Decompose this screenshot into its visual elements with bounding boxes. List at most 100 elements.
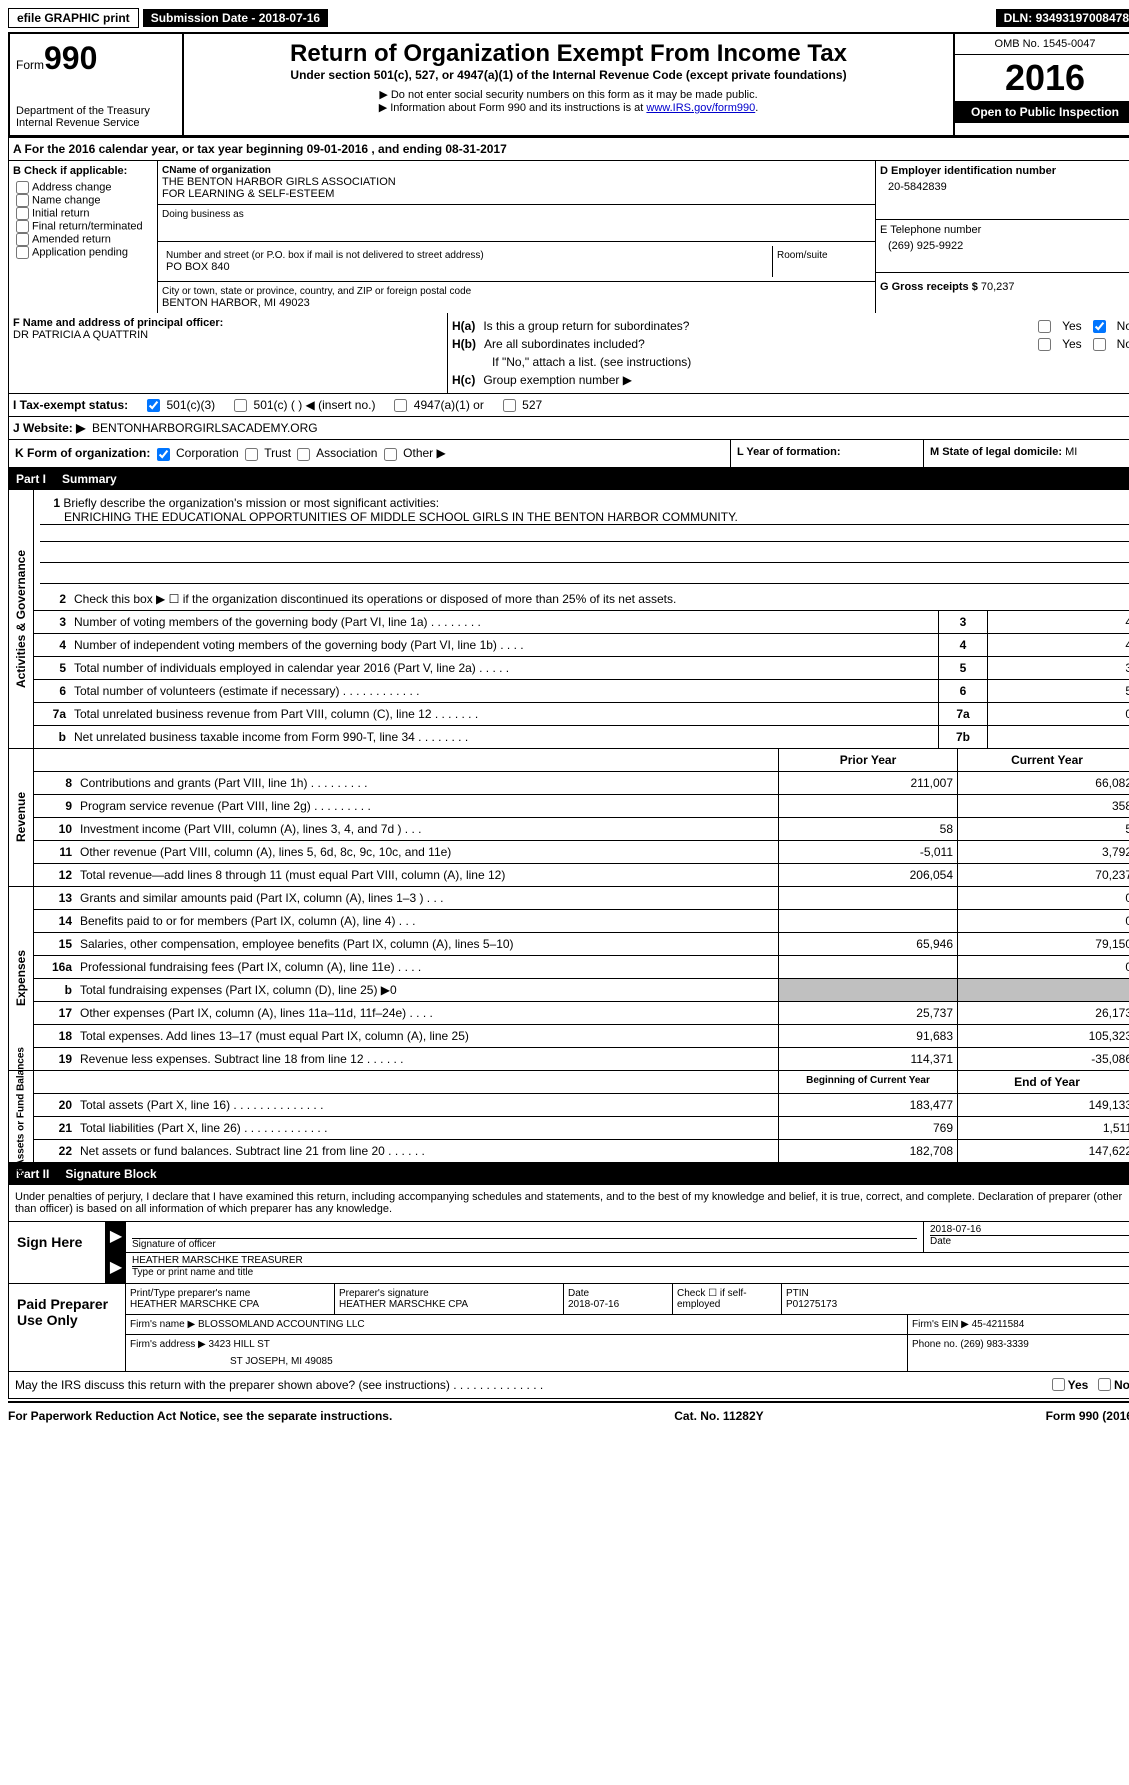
check-501c3[interactable]	[147, 399, 160, 412]
efile-label: efile GRAPHIC print	[8, 8, 139, 28]
sig-name-value: HEATHER MARSCHKE TREASURER	[132, 1255, 1129, 1267]
hb-note: If "No," attach a list. (see instruction…	[492, 355, 691, 369]
omb-number: OMB No. 1545-0047	[955, 34, 1129, 55]
mission-value: ENRICHING THE EDUCATIONAL OPPORTUNITIES …	[40, 510, 1129, 525]
website-value: BENTONHARBORGIRLSACADEMY.ORG	[92, 421, 318, 435]
irs-link[interactable]: www.IRS.gov/form990	[646, 102, 755, 114]
check-association[interactable]	[297, 448, 310, 461]
gross-receipts-value: 70,237	[981, 281, 1015, 293]
street-value: PO BOX 840	[166, 261, 768, 273]
org-name-1: THE BENTON HARBOR GIRLS ASSOCIATION	[162, 176, 871, 188]
part-1-header: Part I Summary	[8, 468, 1129, 490]
check-corporation[interactable]	[157, 448, 170, 461]
tab-net-assets: Net Assets or Fund Balances	[9, 1071, 34, 1162]
tab-governance: Activities & Governance	[9, 490, 34, 748]
officer-label: F Name and address of principal officer:	[13, 317, 443, 329]
ha-yes[interactable]	[1038, 320, 1051, 333]
ptin: P01275173	[786, 1299, 1129, 1310]
check-4947[interactable]	[394, 399, 407, 412]
mission-label: Briefly describe the organization's miss…	[63, 496, 439, 510]
section-m-label: M State of legal domicile:	[930, 446, 1065, 458]
org-name-2: FOR LEARNING & SELF-ESTEEM	[162, 188, 871, 200]
cat-no: Cat. No. 11282Y	[674, 1409, 763, 1423]
firm-ein: 45-4211584	[972, 1319, 1025, 1330]
hc-text: Group exemption number ▶	[483, 373, 632, 387]
signature-declaration: Under penalties of perjury, I declare th…	[8, 1185, 1129, 1222]
irs-label: Internal Revenue Service	[16, 117, 176, 129]
firm-address-2: ST JOSEPH, MI 49085	[130, 1350, 903, 1367]
check-address-change[interactable]	[16, 181, 29, 194]
dln: DLN: 93493197008478	[996, 9, 1129, 27]
hb-text: Are all subordinates included?	[484, 337, 1027, 351]
hb-yes[interactable]	[1038, 338, 1051, 351]
form-note-2: ▶ Information about Form 990 and its ins…	[190, 101, 947, 114]
part-2-header: Part II Signature Block	[8, 1163, 1129, 1185]
preparer-date: 2018-07-16	[568, 1299, 668, 1310]
section-l-label: L Year of formation:	[737, 446, 841, 458]
check-initial-return[interactable]	[16, 207, 29, 220]
col-beginning: Beginning of Current Year	[778, 1071, 957, 1093]
dept-treasury: Department of the Treasury	[16, 105, 176, 117]
arrow-icon: ▶	[106, 1222, 126, 1252]
check-amended-return[interactable]	[16, 233, 29, 246]
entity-grid: B Check if applicable: Address change Na…	[8, 161, 1129, 313]
ein-label: D Employer identification number	[880, 165, 1129, 177]
form-number: 990	[44, 40, 97, 76]
ein-value: 20-5842839	[880, 177, 1129, 193]
sig-date-label: Date	[930, 1236, 951, 1247]
org-name-label: CName of organization	[162, 165, 871, 176]
ha-no[interactable]	[1093, 320, 1106, 333]
self-employed-check: Check ☐ if self-employed	[673, 1284, 782, 1314]
firm-name: BLOSSOMLAND ACCOUNTING LLC	[198, 1319, 365, 1330]
discuss-text: May the IRS discuss this return with the…	[15, 1378, 1049, 1392]
sig-officer-label: Signature of officer	[132, 1239, 216, 1250]
check-name-change[interactable]	[16, 194, 29, 207]
top-bar: efile GRAPHIC print Submission Date - 20…	[8, 8, 1129, 28]
street-label: Number and street (or P.O. box if mail i…	[166, 250, 768, 261]
officer-name: DR PATRICIA A QUATTRIN	[13, 329, 443, 341]
check-501c[interactable]	[234, 399, 247, 412]
arrow-icon: ▶	[106, 1253, 126, 1283]
form-word: Form	[16, 58, 44, 72]
dba-label: Doing business as	[162, 209, 871, 220]
check-other[interactable]	[384, 448, 397, 461]
discuss-no[interactable]	[1098, 1378, 1111, 1391]
hb-no[interactable]	[1093, 338, 1106, 351]
sign-here-label: Sign Here	[9, 1222, 106, 1283]
col-end: End of Year	[957, 1071, 1129, 1093]
firm-address-1: 3423 HILL ST	[209, 1339, 270, 1350]
form-header: Form990 Department of the Treasury Inter…	[8, 32, 1129, 137]
form-note-1: ▶ Do not enter social security numbers o…	[190, 88, 947, 101]
section-i-label: I Tax-exempt status:	[13, 398, 128, 412]
submission-date: Submission Date - 2018-07-16	[143, 9, 328, 27]
col-prior-year: Prior Year	[778, 749, 957, 771]
check-final-return[interactable]	[16, 220, 29, 233]
check-527[interactable]	[503, 399, 516, 412]
phone-value: (269) 925-9922	[880, 236, 1129, 252]
sig-date-value: 2018-07-16	[930, 1224, 1129, 1236]
ha-text: Is this a group return for subordinates?	[483, 319, 1027, 333]
gross-receipts-label: G Gross receipts $	[880, 281, 981, 293]
preparer-sig: HEATHER MARSCHKE CPA	[339, 1299, 559, 1310]
check-trust[interactable]	[245, 448, 258, 461]
tax-year: 2016	[955, 55, 1129, 101]
preparer-name: HEATHER MARSCHKE CPA	[130, 1299, 330, 1310]
check-application-pending[interactable]	[16, 246, 29, 259]
room-label: Room/suite	[773, 246, 871, 277]
paperwork-notice: For Paperwork Reduction Act Notice, see …	[8, 1409, 392, 1423]
section-b-label: B Check if applicable:	[13, 165, 153, 177]
city-value: BENTON HARBOR, MI 49023	[162, 297, 871, 309]
line-2: Check this box ▶ ☐ if the organization d…	[70, 588, 1129, 610]
sig-name-label: Type or print name and title	[132, 1267, 253, 1278]
form-subtitle: Under section 501(c), 527, or 4947(a)(1)…	[190, 68, 947, 82]
tab-revenue: Revenue	[9, 749, 34, 886]
discuss-yes[interactable]	[1052, 1378, 1065, 1391]
form-footer: Form 990 (2016)	[1046, 1409, 1129, 1423]
firm-phone: (269) 983-3339	[960, 1339, 1028, 1350]
open-to-public: Open to Public Inspection	[955, 101, 1129, 123]
city-label: City or town, state or province, country…	[162, 286, 871, 297]
section-j-label: J Website: ▶	[13, 421, 85, 435]
paid-preparer-label: Paid Preparer Use Only	[9, 1284, 126, 1371]
phone-label: E Telephone number	[880, 224, 1129, 236]
section-a: A For the 2016 calendar year, or tax yea…	[8, 137, 1129, 161]
